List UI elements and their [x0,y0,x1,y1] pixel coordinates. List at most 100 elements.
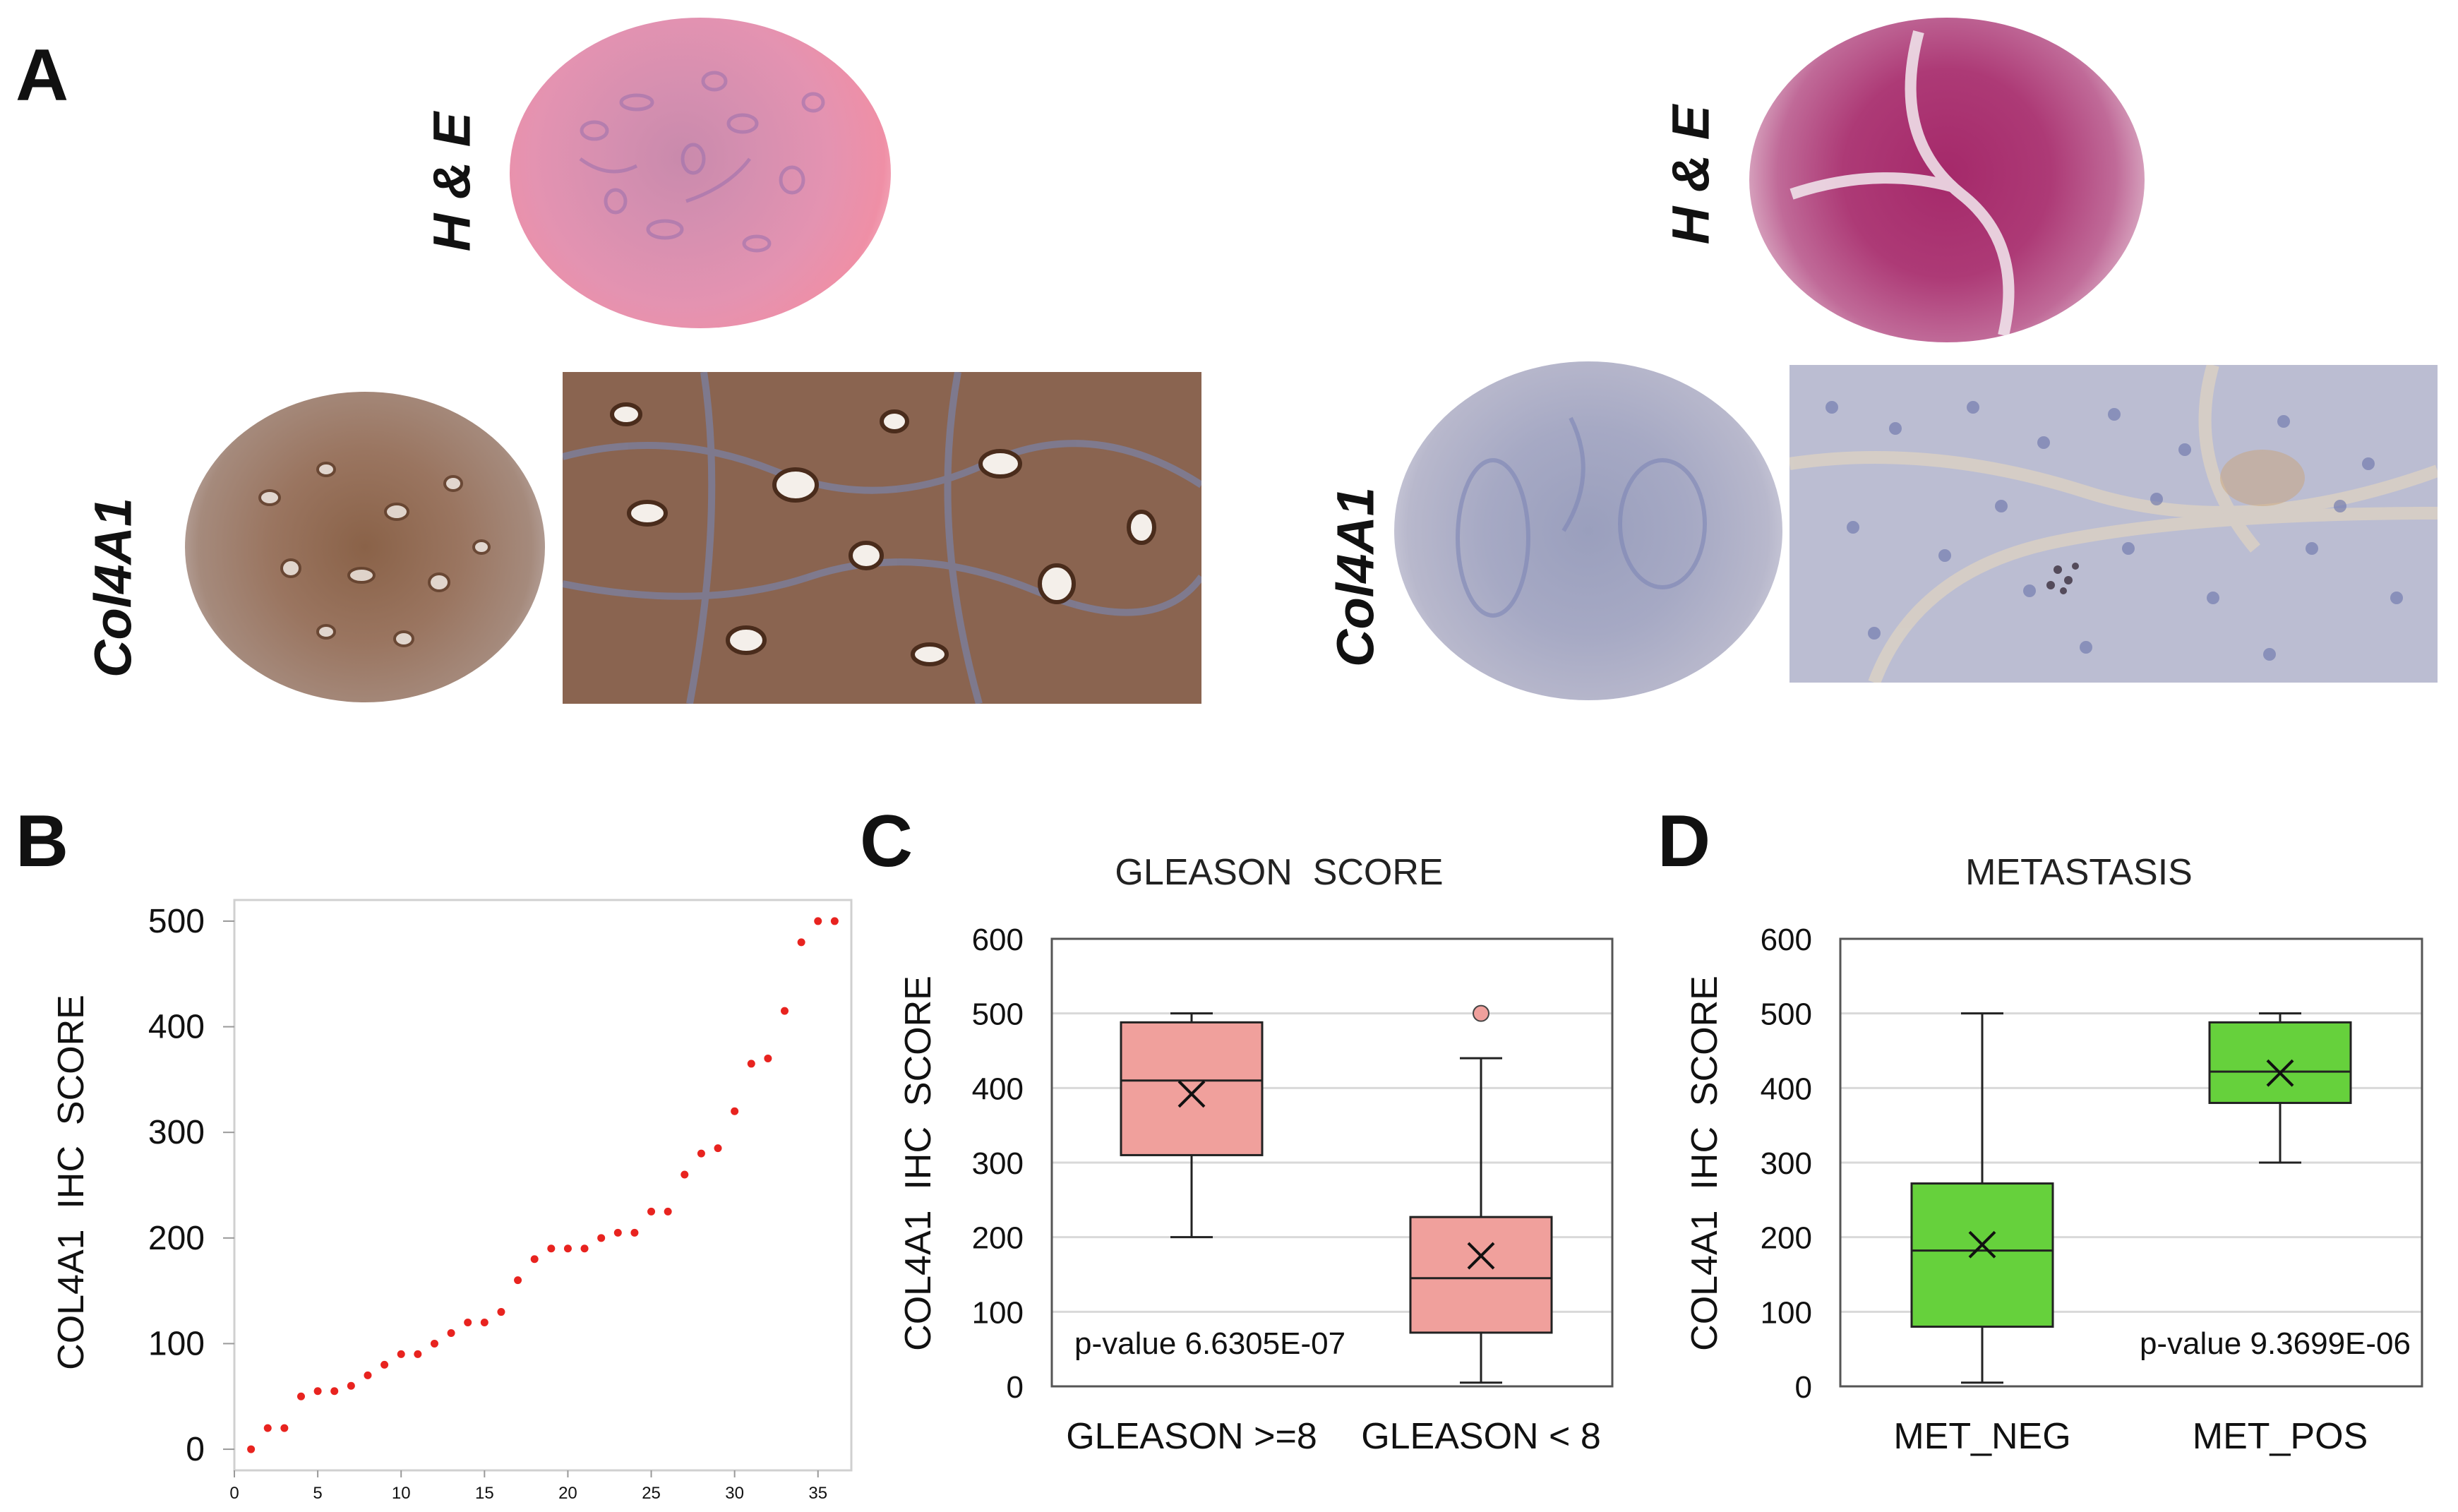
chart-c-outlier [1473,1004,1489,1022]
chart-b-xtick-label: 20 [558,1484,577,1503]
chart-b-ytick-label: 300 [148,1114,205,1151]
chart-c-mean-marker [1177,1080,1206,1108]
chart-b-point [397,1350,405,1358]
chart-b-point [647,1207,656,1216]
chart-d-ytick-label: 300 [1761,1146,1812,1181]
chart-d-box [1910,1182,2054,1328]
chart-c-pvalue: p-value 6.6305E-07 [1074,1326,1345,1361]
chart-b-point [563,1244,572,1253]
chart-d-ytick-label: 200 [1761,1221,1812,1256]
chart-c-box [1409,1216,1553,1334]
right-col-core-image [1394,361,1782,700]
chart-b-point [731,1107,739,1115]
left-col-zoom-image [563,372,1201,704]
chart-b-point [263,1424,272,1432]
chart-b-plot-frame [233,899,853,1472]
chart-c-ytick-label: 200 [972,1221,1024,1256]
chart-b-point [797,938,805,947]
chart-d-box [2208,1021,2352,1104]
chart-b-point [764,1054,772,1062]
chart-d-title: METASTASIS [1965,852,2193,893]
chart-b-point [681,1170,689,1179]
chart-b-xtick-label: 5 [313,1484,322,1503]
chart-d-ytick-label: 500 [1761,997,1812,1032]
chart-b-point [747,1060,755,1068]
chart-b-point [480,1319,488,1327]
chart-c-title: GLEASON SCORE [1115,852,1443,893]
chart-d-mean-marker [1968,1230,1996,1259]
right-col-zoom-image [1789,365,2438,683]
chart-c-ytick-label: 300 [972,1146,1024,1181]
chart-b-point [597,1234,606,1242]
chart-b-point [330,1387,339,1396]
chart-b-point [414,1350,422,1358]
chart-b-point [613,1228,622,1237]
chart-b-point [714,1144,722,1153]
chart-b-point [464,1319,472,1327]
chart-b-point [430,1339,438,1348]
chart-b-point [347,1381,355,1390]
chart-b-point [630,1228,639,1237]
chart-d-ytick-label: 100 [1761,1295,1812,1330]
chart-d-xtick-label: MET_NEG [1893,1416,2070,1457]
chart-c-xtick-label: GLEASON < 8 [1361,1416,1601,1457]
chart-b-ytick-label: 400 [148,1009,205,1046]
chart-b-point [814,917,822,925]
chart-b-ytick-label: 200 [148,1220,205,1257]
chart-b-point [447,1328,455,1337]
chart-b-point [697,1149,705,1158]
chart-b-point [664,1207,672,1216]
chart-c-ytick-label: 600 [972,923,1024,957]
chart-c-ytick-label: 0 [1007,1370,1024,1405]
chart-b-point [580,1244,589,1253]
panel-a-letter: A [16,35,69,116]
left-he-image [510,18,891,328]
chart-b-point [781,1007,789,1015]
panel-b-letter: B [16,800,69,882]
chart-b-ylabel: COL4A1 IHC SCORE [51,995,92,1370]
chart-b-xtick-label: 0 [229,1484,239,1503]
chart-d-pvalue: p-value 9.3699E-06 [2140,1326,2411,1361]
chart-b-xtick-label: 35 [808,1484,827,1503]
chart-b-point [514,1276,522,1285]
chart-b-point [530,1255,539,1264]
chart-d-ytick-label: 400 [1761,1072,1812,1106]
chart-b-point [830,917,839,925]
chart-d-ytick-label: 0 [1795,1370,1812,1405]
chart-b-point [497,1308,505,1316]
right-he-image [1749,18,2145,342]
chart-c-mean-marker [1467,1242,1495,1270]
chart-b-ytick-label: 500 [148,903,205,940]
chart-c-plot-frame [1050,937,1614,1388]
chart-d-plot-frame [1839,937,2423,1388]
chart-d-mean-marker [2266,1059,2294,1087]
chart-b-xtick-label: 25 [642,1484,661,1503]
chart-b-point [296,1392,305,1400]
chart-c-ytick-label: 100 [972,1295,1024,1330]
chart-b-ytick-label: 0 [186,1431,205,1468]
chart-b-point [364,1371,372,1379]
chart-b-point [380,1360,389,1369]
chart-b-xtick-label: 30 [725,1484,744,1503]
panel-d-letter: D [1657,800,1711,882]
panel-c-letter: C [860,800,913,882]
chart-b-xtick-label: 15 [475,1484,494,1503]
chart-b-point [280,1424,289,1432]
left-col-core-image [185,392,545,702]
chart-b-point [547,1244,556,1253]
chart-d-xtick-label: MET_POS [2193,1416,2368,1457]
chart-b-point [247,1445,256,1453]
chart-b-xtick-label: 10 [392,1484,411,1503]
chart-c-xtick-label: GLEASON >=8 [1066,1416,1317,1457]
chart-c-ytick-label: 500 [972,997,1024,1032]
chart-d-ylabel: COL4A1 IHC SCORE [1684,976,1725,1351]
chart-b-point [313,1387,322,1396]
chart-c-ylabel: COL4A1 IHC SCORE [898,976,939,1351]
chart-c-box [1120,1021,1264,1156]
chart-d-ytick-label: 600 [1761,923,1812,957]
chart-c-ytick-label: 400 [972,1072,1024,1106]
chart-b-ytick-label: 100 [148,1325,205,1362]
